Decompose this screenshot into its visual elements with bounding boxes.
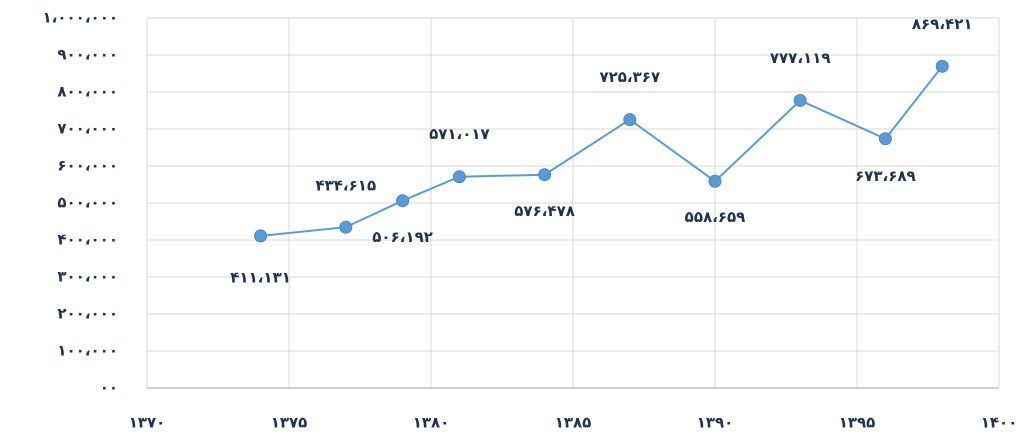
x-tick-label: ۱۳۸۵ <box>555 414 592 432</box>
y-tick-label: ۵۰۰،۰۰۰ <box>57 194 118 212</box>
data-point <box>623 113 637 127</box>
data-point <box>708 174 722 188</box>
x-tick-label: ۱۳۸۰ <box>413 414 450 432</box>
y-tick-label: ۷۰۰،۰۰۰ <box>57 120 118 138</box>
data-point <box>935 59 949 73</box>
data-point <box>793 93 807 107</box>
data-label: ۶۷۳،۶۸۹ <box>855 167 916 185</box>
data-label: ۸۶۹،۴۲۱ <box>912 15 973 33</box>
data-point <box>538 168 552 182</box>
y-tick-label: ۱،۰۰۰،۰۰۰ <box>43 9 118 27</box>
data-point <box>878 132 892 146</box>
data-label: ۴۱۱،۱۳۱ <box>230 268 291 286</box>
x-tick-label: ۱۳۷۵ <box>271 414 308 432</box>
y-tick-label: ۳۰۰،۰۰۰ <box>57 268 118 286</box>
y-tick-label: ۴۰۰،۰۰۰ <box>57 231 118 249</box>
x-tick-label: ۱۴۰۰ <box>981 414 1018 432</box>
y-tick-label: ۶۰۰،۰۰۰ <box>57 157 118 175</box>
data-point <box>452 170 466 184</box>
data-label: ۵۵۸،۶۵۹ <box>685 208 746 226</box>
x-tick-label: ۱۳۹۵ <box>839 414 876 432</box>
data-label: ۴۳۴،۶۱۵ <box>315 177 376 195</box>
data-label: ۷۲۵،۳۶۷ <box>599 68 660 86</box>
data-label: ۵۷۱،۰۱۷ <box>429 125 490 143</box>
data-point <box>339 220 353 234</box>
series-line <box>260 65 943 237</box>
data-label: ۷۷۷،۱۱۹ <box>770 49 831 67</box>
x-tick-label: ۱۳۷۰ <box>129 414 166 432</box>
y-tick-label: ۰۰ <box>100 379 118 397</box>
y-tick-label: ۹۰۰،۰۰۰ <box>57 46 118 64</box>
data-label: ۵۷۶،۴۷۸ <box>514 202 575 220</box>
y-tick-label: ۲۰۰،۰۰۰ <box>57 305 118 323</box>
x-tick-label: ۱۳۹۰ <box>697 414 734 432</box>
y-tick-label: ۱۰۰،۰۰۰ <box>57 342 118 360</box>
data-point <box>396 194 410 208</box>
data-label: ۵۰۶،۱۹۲ <box>372 228 433 246</box>
data-point <box>254 229 268 243</box>
y-tick-label: ۸۰۰،۰۰۰ <box>57 83 118 101</box>
